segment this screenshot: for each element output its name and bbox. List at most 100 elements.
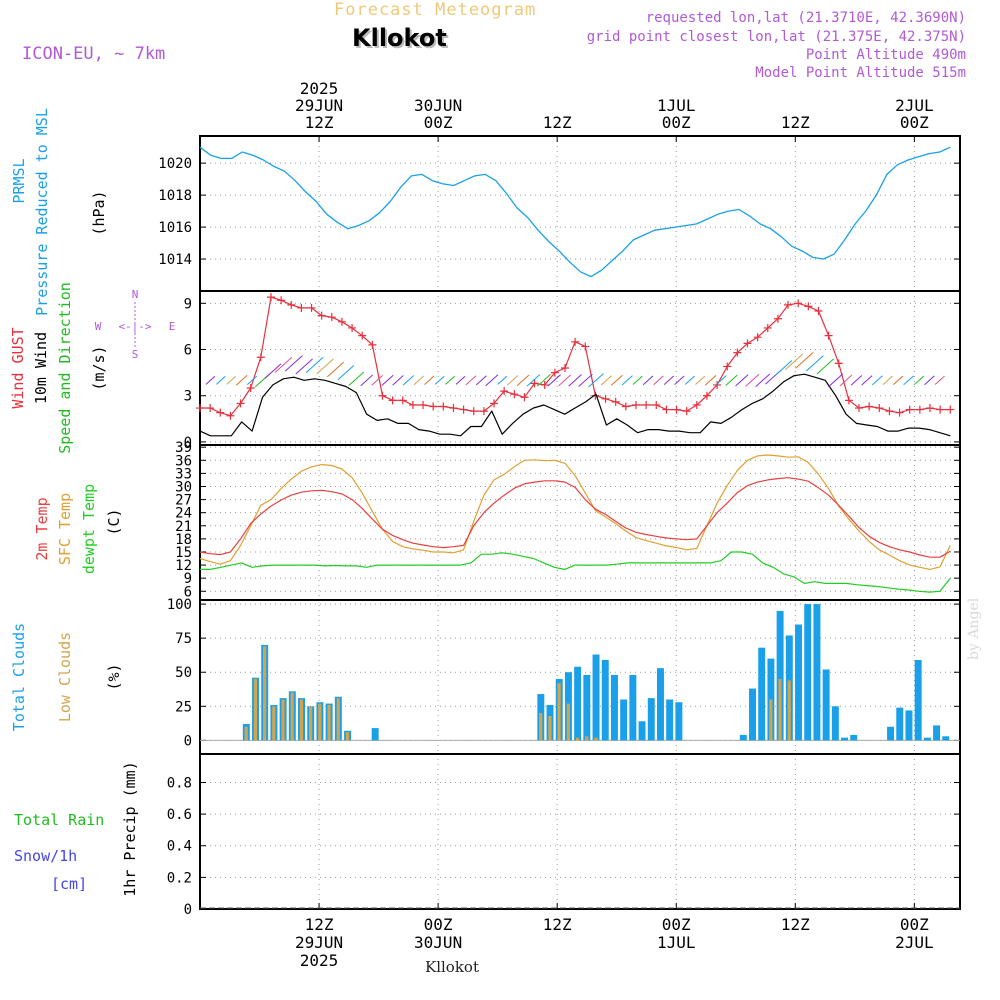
y-tick-label: 0.2: [167, 870, 192, 886]
wind-gust-marker: [287, 300, 296, 309]
wind-direction-arrow: [337, 365, 355, 381]
wind-direction-arrow: [284, 355, 303, 372]
total-clouds-bar: [610, 674, 618, 741]
wind-gust-marker: [479, 407, 488, 416]
wind-direction-arrow: [588, 373, 604, 388]
wind-direction-arrow: [674, 375, 685, 385]
wind-gust-marker: [804, 302, 813, 311]
wind-direction-arrow: [526, 374, 541, 387]
wind-unit: (m/s): [90, 345, 108, 390]
y-tick-label: 100: [167, 597, 192, 613]
wind-gust-marker: [297, 303, 306, 312]
wind-gust-marker: [895, 408, 904, 417]
wind-gust-marker: [510, 390, 519, 399]
snow-unit: [cm]: [51, 875, 87, 893]
time-label-top: 1JUL: [657, 96, 696, 115]
wind-direction-arrow: [434, 375, 445, 385]
model-name: ICON-EU, ~ 7km: [22, 44, 166, 64]
pressure-unit: (hPa): [90, 190, 108, 235]
y-tick-label: 1018: [158, 188, 192, 204]
wind-gust-marker: [631, 400, 640, 409]
time-label-bottom: 12Z: [305, 915, 334, 934]
y-tick-label: 24: [175, 506, 192, 522]
y-tick-label: 9: [184, 296, 192, 312]
wind-gust-marker: [358, 331, 367, 340]
wind-direction-arrow: [725, 374, 738, 386]
footer-location: Kllokot: [425, 958, 479, 976]
wind-gust-marker: [905, 405, 914, 414]
wind-direction-arrow: [475, 375, 487, 386]
total-clouds-bar: [804, 604, 812, 741]
wind-gust-marker: [540, 380, 549, 389]
panel-wind: 0 3 6 9: [184, 290, 961, 451]
wind-direction-arrow: [774, 360, 793, 376]
y-tick-label: 33: [175, 466, 192, 482]
wind-direction-arrow: [348, 371, 365, 386]
total-clouds-bar: [647, 698, 655, 741]
product-title: Forecast Meteogram: [334, 0, 537, 20]
y-tick-label: 6: [184, 584, 192, 600]
wind-direction-arrow: [871, 375, 883, 386]
point-altitude: Point Altitude 490m: [805, 47, 966, 63]
time-label-bottom: 00Z: [900, 915, 929, 934]
time-label-bottom: 12Z: [781, 915, 810, 934]
total-clouds-bar: [656, 668, 664, 741]
low-clouds-bar: [327, 704, 331, 741]
wind-direction-arrow: [568, 374, 582, 387]
wind-gust-marker: [337, 317, 346, 326]
wind-direction-arrow: [610, 374, 623, 386]
wind-gust-marker: [753, 333, 762, 342]
wind-direction-arrow: [882, 375, 893, 385]
wind-gust-marker: [652, 400, 661, 409]
wind-direction-arrow: [413, 375, 425, 386]
wind-direction-arrow: [536, 373, 551, 387]
wind-direction-arrow: [246, 375, 258, 385]
wind-gust-marker: [936, 405, 945, 414]
wind-gust-marker: [682, 407, 691, 416]
wind-gust-marker: [723, 362, 732, 371]
sfc-temp-line: [199, 454, 951, 571]
wind-gust-marker: [449, 404, 458, 413]
wind-gust-marker: [439, 402, 448, 411]
wind-direction-arrow: [516, 374, 530, 387]
pressure-line: [199, 146, 951, 278]
wind-direction-arrow: [547, 374, 561, 387]
wind-gust-marker: [388, 396, 397, 405]
time-label-top: 00Z: [900, 113, 929, 132]
requested-coords: requested lon,lat (21.3710E, 42.3690N): [645, 10, 966, 26]
wind-direction-arrow: [735, 374, 749, 387]
wind-direction-arrow: [381, 374, 394, 386]
wind-direction-arrow: [795, 351, 814, 369]
wind-direction-arrow: [632, 375, 643, 385]
compass-north: N: [132, 288, 139, 301]
rain-label: Total Rain: [14, 811, 104, 829]
total-clouds-bar: [942, 736, 950, 741]
wind-gust-marker: [784, 300, 793, 309]
wind-gust-marker: [601, 394, 610, 403]
total-clouds-bar: [887, 726, 895, 741]
wind-label: 10m Wind: [32, 332, 50, 404]
y-tick-label: 0.6: [167, 807, 192, 823]
time-label-top: 00Z: [424, 113, 453, 132]
time-label-bottom: 30JUN: [414, 933, 462, 952]
wind-direction-arrow: [360, 374, 374, 387]
total-clouds-label: Total Clouds: [10, 623, 28, 731]
wind-gust-marker: [591, 391, 600, 400]
wind-direction-arrow: [621, 375, 633, 386]
wind-direction-arrow: [402, 375, 415, 386]
time-label-top: 30JUN: [414, 96, 462, 115]
time-label-top: 12Z: [305, 113, 334, 132]
y-tick-label: 3: [184, 389, 192, 405]
wind-direction-arrow: [828, 373, 844, 388]
wind-direction-arrow: [235, 375, 248, 386]
temp-unit: (C): [105, 508, 123, 535]
snow-label: Snow/1h: [14, 847, 77, 865]
y-tick-label: 9: [184, 571, 192, 587]
wind-direction-arrow: [455, 375, 466, 385]
wind-gust-marker: [844, 396, 853, 405]
time-label-top: 12Z: [543, 113, 572, 132]
wind-gust-marker: [500, 387, 509, 396]
total-clouds-bar: [850, 734, 858, 741]
low-clouds-bar: [566, 703, 570, 741]
